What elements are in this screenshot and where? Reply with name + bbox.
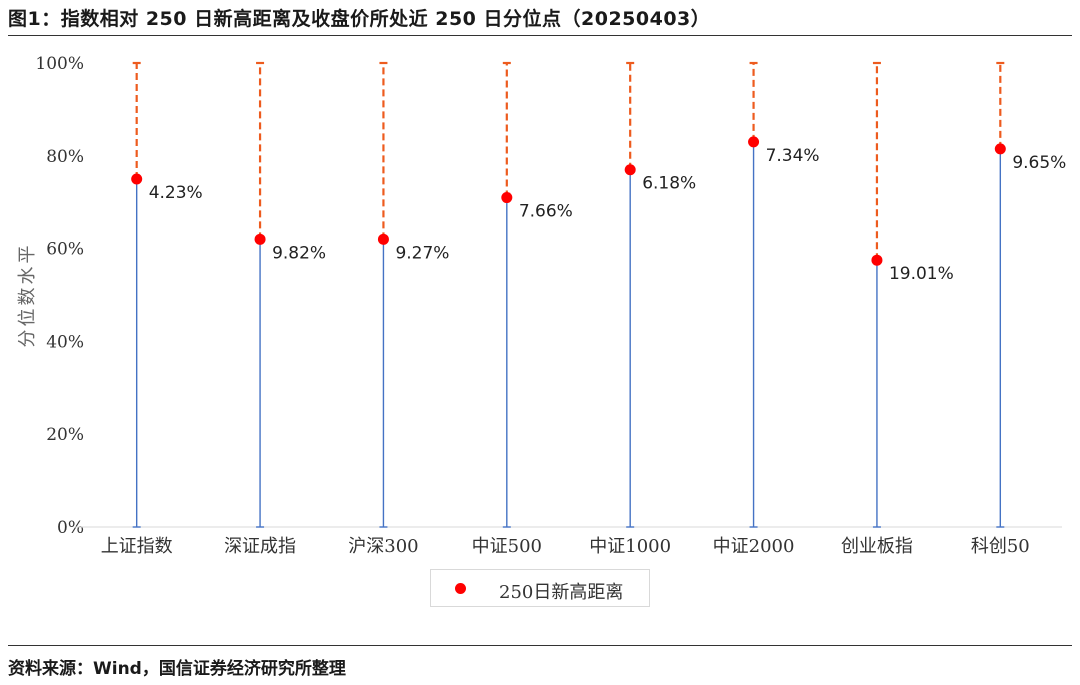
source-note: 资料来源：Wind，国信证券经济研究所整理: [8, 659, 346, 679]
chart-legend: 250日新高距离: [430, 569, 650, 607]
data-label: 9.27%: [395, 243, 449, 263]
data-point: [871, 254, 883, 266]
data-point: [501, 192, 513, 204]
chart-plot-area: 0% 20% 40% 60% 80% 100% 分位数水平 4.23% 上证指数 9.82% 深证成…: [17, 54, 1066, 557]
data-label: 9.82%: [272, 243, 326, 263]
x-tick-label: 中证1000: [589, 536, 671, 557]
data-label: 9.65%: [1012, 153, 1066, 173]
data-point: [131, 173, 143, 185]
data-label: 19.01%: [889, 264, 954, 284]
data-label: 7.66%: [519, 202, 573, 222]
y-tick-label: 100%: [35, 54, 84, 74]
title-divider: [8, 35, 1072, 36]
y-tick-label: 0%: [57, 518, 84, 538]
legend-label: 250日新高距离: [499, 582, 624, 603]
data-label: 7.34%: [766, 146, 820, 166]
data-point: [624, 164, 636, 176]
data-point: [994, 143, 1006, 155]
y-tick-label: 40%: [46, 332, 84, 352]
data-point: [748, 136, 760, 148]
data-label: 4.23%: [149, 183, 203, 203]
x-tick-label: 中证2000: [713, 536, 795, 557]
source-divider: [8, 645, 1072, 646]
x-tick-label: 深证成指: [224, 536, 296, 557]
data-point: [254, 233, 266, 245]
x-tick-label: 上证指数: [101, 536, 173, 557]
x-tick-label: 中证500: [472, 536, 542, 557]
y-tick-label: 20%: [46, 425, 84, 445]
chart-title: 图1：指数相对 250 日新高距离及收盘价所处近 250 日分位点（202504…: [8, 8, 711, 30]
x-tick-label: 创业板指: [841, 536, 913, 557]
data-label: 6.18%: [642, 174, 696, 194]
legend-marker-icon: [455, 583, 466, 594]
x-tick-label: 沪深300: [348, 536, 418, 557]
y-tick-label: 60%: [46, 240, 84, 260]
data-point: [377, 233, 389, 245]
x-tick-label: 科创50: [971, 536, 1030, 557]
y-tick-label: 80%: [46, 147, 84, 167]
y-axis-title: 分位数水平: [17, 243, 38, 348]
